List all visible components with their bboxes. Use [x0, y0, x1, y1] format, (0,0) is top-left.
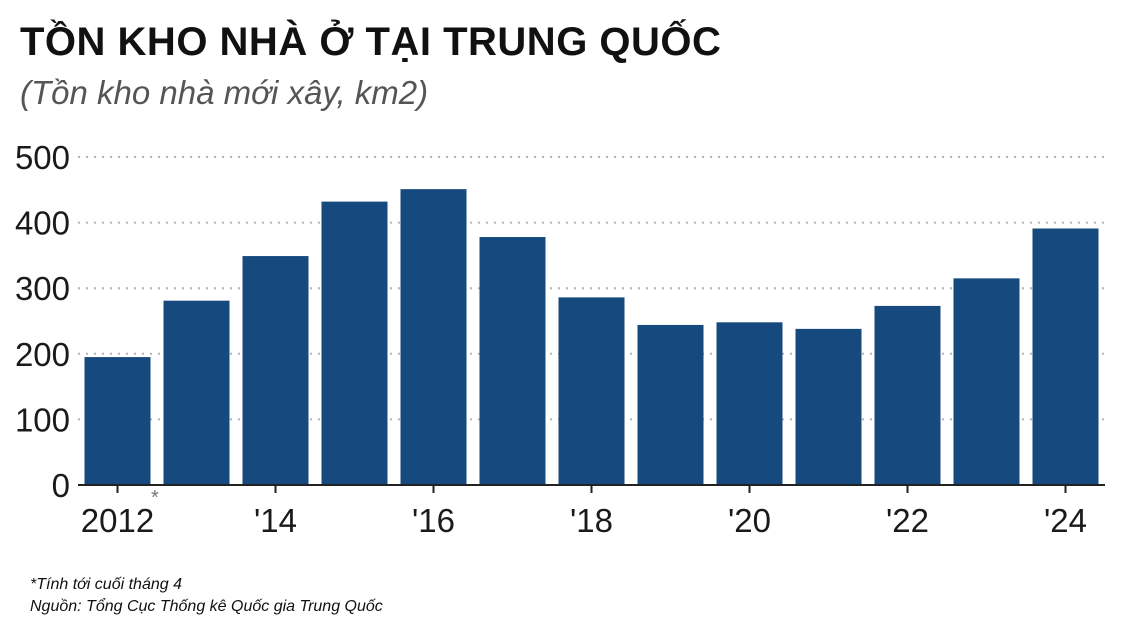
x-tick-label: '22 — [886, 502, 929, 539]
x-tick-label: 2012 — [81, 502, 154, 539]
bar-series — [84, 189, 1099, 486]
bar-2020 — [716, 322, 783, 485]
bar-2022 — [874, 305, 941, 485]
bar-2017 — [479, 237, 546, 485]
x-tick-label: '24 — [1044, 502, 1087, 539]
y-tick-label: 300 — [15, 270, 70, 307]
bar-2014 — [242, 256, 309, 485]
y-tick-label: 500 — [15, 139, 70, 176]
bar-2016 — [400, 189, 467, 486]
bar-2019 — [637, 324, 704, 485]
y-tick-label: 0 — [52, 467, 70, 504]
footnote-source: Nguồn: Tổng Cục Thống kê Quốc gia Trung … — [30, 598, 383, 615]
bar-2012 — [84, 357, 151, 485]
x-tick-labels: 2012 '14 '16 '18 '20 '22 '24 — [81, 502, 1087, 539]
y-tick-label: 200 — [15, 336, 70, 373]
y-tick-label: 400 — [15, 205, 70, 242]
y-tick-labels: 0 100 200 300 400 500 — [15, 139, 70, 504]
bar-2023 — [953, 278, 1020, 485]
x-tick-label: '16 — [412, 502, 455, 539]
x-axis — [78, 484, 1105, 493]
bar-2015 — [321, 201, 388, 485]
footnote-note: *Tính tới cuối tháng 4 — [30, 576, 182, 593]
x-tick-label: '18 — [570, 502, 613, 539]
footnote-marker: * — [151, 487, 159, 509]
bar-2013 — [163, 300, 230, 485]
chart-subtitle: (Tồn kho nhà mới xây, km2) — [20, 74, 429, 111]
bar-2024 — [1032, 228, 1099, 485]
chart-title: TỒN KHO NHÀ Ở TẠI TRUNG QUỐC — [20, 20, 722, 64]
x-tick-label: '20 — [728, 502, 771, 539]
x-tick-label: '14 — [254, 502, 297, 539]
bar-2018 — [558, 297, 625, 485]
bar-2021 — [795, 328, 862, 485]
y-tick-label: 100 — [15, 401, 70, 438]
